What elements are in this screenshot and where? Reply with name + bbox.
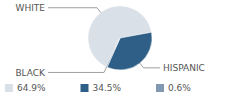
legend-swatch — [156, 84, 164, 92]
slice-label: HISPANIC — [163, 63, 205, 73]
leader-line — [48, 67, 107, 72]
legend-label: 34.5% — [93, 83, 122, 93]
legend-swatch — [5, 84, 13, 92]
slice-label: BLACK — [15, 68, 46, 78]
chart-svg: WHITE HISPANIC BLACK 64.9% 34.5% 0.6% — [0, 0, 240, 100]
slice-label: WHITE — [15, 3, 45, 13]
legend: 64.9% 34.5% 0.6% — [5, 83, 191, 93]
pie — [88, 6, 152, 70]
leader-line — [140, 63, 160, 68]
legend-swatch — [81, 84, 89, 92]
slice-labels: WHITE HISPANIC BLACK — [15, 3, 204, 78]
pie-slice — [106, 38, 120, 67]
chart-container: WHITE HISPANIC BLACK 64.9% 34.5% 0.6% — [0, 0, 240, 100]
legend-label: 0.6% — [168, 83, 191, 93]
legend-label: 64.9% — [17, 83, 46, 93]
leader-line — [48, 8, 101, 13]
